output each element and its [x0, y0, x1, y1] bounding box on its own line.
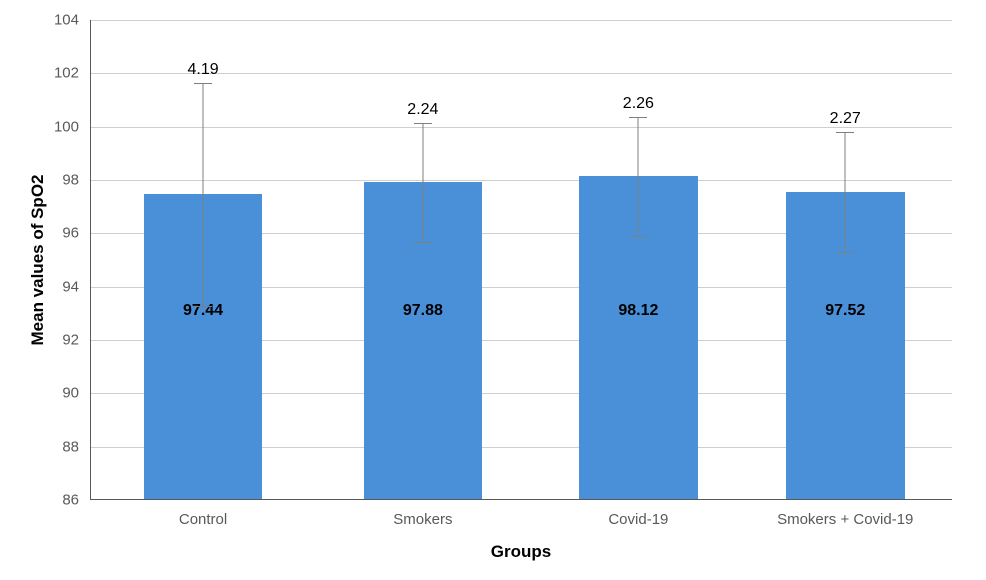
error-cap-bottom [414, 242, 432, 243]
error-value-label: 2.27 [830, 110, 861, 128]
y-tick-label: 100 [54, 118, 91, 135]
x-tick-label: Smokers + Covid-19 [777, 499, 913, 528]
y-tick-label: 96 [62, 225, 91, 242]
error-cap-top [836, 132, 854, 133]
error-line [422, 123, 423, 242]
x-tick-label: Smokers [393, 499, 452, 528]
x-tick-label: Covid-19 [608, 499, 668, 528]
error-value-label: 4.19 [187, 61, 218, 79]
y-axis-title: Mean values of SpO2 [28, 175, 48, 346]
x-axis-title: Groups [491, 542, 551, 562]
error-cap-top [194, 83, 212, 84]
error-cap-bottom [836, 252, 854, 253]
y-tick-label: 86 [62, 492, 91, 509]
y-tick-label: 88 [62, 438, 91, 455]
gridline [91, 20, 952, 21]
y-tick-label: 92 [62, 332, 91, 349]
gridline [91, 180, 952, 181]
error-line [638, 117, 639, 238]
gridline [91, 73, 952, 74]
x-tick-label: Control [179, 499, 227, 528]
gridline [91, 127, 952, 128]
y-tick-label: 104 [54, 12, 91, 29]
bar-value-label: 97.52 [825, 302, 865, 320]
bar-value-label: 97.88 [403, 302, 443, 320]
error-value-label: 2.26 [623, 95, 654, 113]
plot-area: 8688909294969810010210497.444.19Control9… [90, 20, 952, 500]
error-cap-top [414, 123, 432, 124]
error-value-label: 2.24 [407, 101, 438, 119]
y-tick-label: 94 [62, 278, 91, 295]
error-cap-bottom [629, 236, 647, 237]
spo2-bar-chart: Mean values of SpO2 86889092949698100102… [0, 0, 986, 580]
error-cap-bottom [194, 306, 212, 307]
error-line [203, 83, 204, 306]
bar-value-label: 98.12 [618, 302, 658, 320]
y-tick-label: 90 [62, 385, 91, 402]
y-tick-label: 98 [62, 172, 91, 189]
error-line [845, 132, 846, 253]
error-cap-top [629, 117, 647, 118]
y-tick-label: 102 [54, 65, 91, 82]
